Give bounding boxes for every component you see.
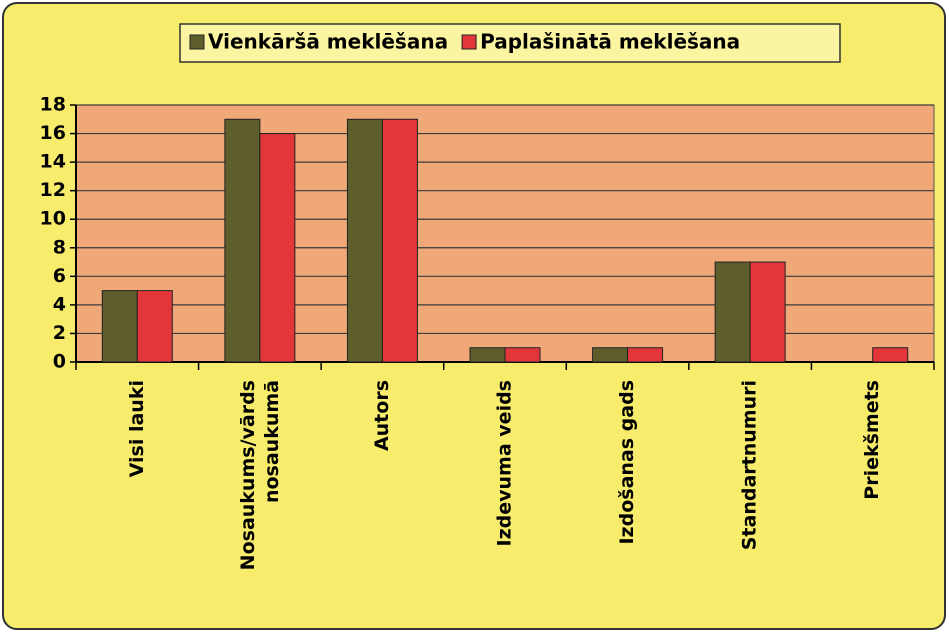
x-tick-label: Izdevuma veids	[494, 380, 516, 546]
y-tick-label: 6	[53, 265, 66, 287]
bar	[504, 347, 541, 363]
legend-swatch	[189, 34, 205, 50]
bar	[224, 118, 261, 363]
legend-box	[179, 23, 841, 63]
bar	[346, 118, 383, 363]
plot-area	[75, 104, 935, 363]
y-tick-label: 18	[40, 94, 66, 116]
bar	[627, 347, 664, 363]
y-tick-label: 2	[53, 322, 66, 344]
bar	[592, 347, 629, 363]
bar	[469, 347, 506, 363]
bar	[872, 347, 909, 363]
y-tick-label: 10	[40, 208, 66, 230]
x-tick-label: Autors	[371, 380, 393, 451]
bar	[136, 290, 173, 363]
legend-label: Vienkāršā meklēšana	[208, 30, 448, 54]
legend-label: Paplašinātā meklēšana	[480, 30, 740, 54]
bar	[259, 133, 296, 363]
y-tick-label: 14	[40, 151, 66, 173]
x-tick-label: Izdošanas gads	[616, 380, 638, 545]
bar	[101, 290, 138, 363]
y-tick-label: 8	[53, 236, 66, 258]
y-tick-label: 12	[40, 179, 66, 201]
x-tick-label: Priekšmets	[861, 380, 883, 500]
y-tick-label: 0	[53, 351, 66, 373]
x-tick-label: Standartnumuri	[739, 380, 761, 550]
bar	[381, 118, 418, 363]
bar	[749, 261, 786, 363]
x-tick-label: Visi lauki	[126, 380, 148, 477]
y-tick-label: 4	[53, 293, 66, 315]
y-tick-label: 16	[40, 122, 66, 144]
legend-swatch	[461, 34, 477, 50]
bar	[714, 261, 751, 363]
x-tick-label: Nosaukums/vārds nosaukumā	[236, 380, 282, 570]
